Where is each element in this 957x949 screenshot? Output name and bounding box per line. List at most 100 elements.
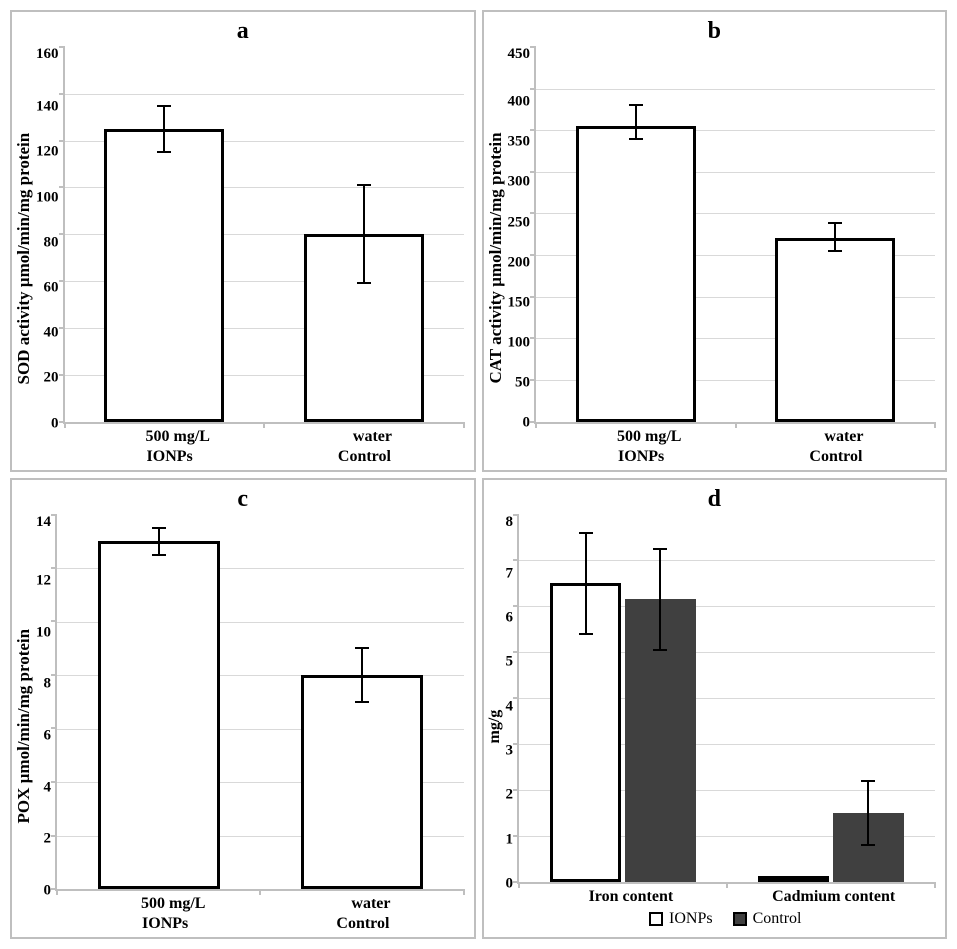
ytick-label: 150 xyxy=(508,295,531,310)
ytick-mark xyxy=(59,280,65,282)
panel-d: d mg/g 876543210 Iron content Cadmium co… xyxy=(482,478,948,940)
error-bar xyxy=(867,781,869,845)
error-cap xyxy=(653,649,667,651)
ytick-mark xyxy=(513,651,519,653)
error-cap xyxy=(157,105,171,107)
ytick-mark xyxy=(59,93,65,95)
error-cap xyxy=(629,104,643,106)
panel-b-cat1-bot: IONPs xyxy=(618,448,664,466)
error-cap xyxy=(152,554,166,556)
ytick-mark xyxy=(530,212,536,214)
panel-d-yticks: 876543210 xyxy=(506,515,518,885)
panel-a-chart: SOD activity µmol/min/mg protein 1601401… xyxy=(12,47,474,470)
xtick-mark xyxy=(56,889,58,895)
panel-c-xaxis: 500 mg/L water IONPs Control xyxy=(68,891,464,937)
ytick-mark xyxy=(513,514,519,516)
ytick-mark xyxy=(51,674,57,676)
ytick-label: 80 xyxy=(44,235,59,250)
ytick-mark xyxy=(530,379,536,381)
ytick-label: 8 xyxy=(506,515,514,530)
panel-c-title: c xyxy=(12,486,474,513)
legend-label-ionps: IONPs xyxy=(669,910,713,928)
panel-a-ylabel: SOD activity µmol/min/mg protein xyxy=(12,47,36,470)
panel-b-chart: CAT activity µmol/min/mg protein 4504003… xyxy=(484,47,946,470)
ytick-mark xyxy=(51,835,57,837)
error-cap xyxy=(157,151,171,153)
panel-c-cat1-top: 500 mg/L xyxy=(141,895,205,913)
error-cap xyxy=(355,701,369,703)
ytick-mark xyxy=(59,327,65,329)
ytick-mark xyxy=(513,835,519,837)
xtick-mark xyxy=(463,889,465,895)
ytick-mark xyxy=(513,605,519,607)
panel-d-legend: IONPs Control xyxy=(506,906,946,937)
ytick-label: 400 xyxy=(508,95,531,110)
error-cap xyxy=(357,184,371,186)
ytick-label: 450 xyxy=(508,47,531,62)
error-cap xyxy=(579,532,593,534)
panel-c-plotwrap: 14121086420 500 mg/L water IONPs Control xyxy=(36,515,474,938)
error-cap xyxy=(357,282,371,284)
ytick-mark xyxy=(51,727,57,729)
ytick-label: 40 xyxy=(44,326,59,341)
ytick-mark xyxy=(530,129,536,131)
panel-b-ylabel: CAT activity µmol/min/mg protein xyxy=(484,47,508,470)
panel-b-plotarea: 450400350300250200150100500 xyxy=(508,47,946,424)
bar xyxy=(98,541,220,889)
ytick-label: 60 xyxy=(44,280,59,295)
ytick-label: 5 xyxy=(506,655,514,670)
panel-d-ylabel: mg/g xyxy=(484,515,506,938)
ytick-label: 50 xyxy=(515,376,530,391)
ytick-label: 1 xyxy=(506,832,514,847)
panel-d-plot xyxy=(517,515,935,885)
legend-label-control: Control xyxy=(753,910,802,928)
xtick-mark xyxy=(463,422,465,428)
ytick-mark xyxy=(530,254,536,256)
panel-a-cat2-top: water xyxy=(353,428,392,446)
error-bar xyxy=(163,106,165,153)
bar xyxy=(758,876,829,882)
panel-b-yticks: 450400350300250200150100500 xyxy=(508,47,535,424)
xtick-mark xyxy=(934,422,936,428)
panel-b-cat2-top: water xyxy=(824,428,863,446)
panel-d-plotarea: 876543210 xyxy=(506,515,946,885)
ytick-mark xyxy=(51,620,57,622)
panel-b-xaxis: 500 mg/L water IONPs Control xyxy=(546,424,936,470)
panel-a-xaxis: 500 mg/L water IONPs Control xyxy=(74,424,464,470)
panel-a-plotwrap: 160140120100806040200 500 mg/L water ION… xyxy=(36,47,474,470)
panel-b: b CAT activity µmol/min/mg protein 45040… xyxy=(482,10,948,472)
panel-c-plotarea: 14121086420 xyxy=(36,515,474,892)
panel-c: c POX µmol/min/mg protein 14121086420 50… xyxy=(10,478,476,940)
error-bar xyxy=(158,528,160,555)
ytick-mark xyxy=(59,374,65,376)
gridline xyxy=(65,94,464,95)
ytick-label: 4 xyxy=(44,780,52,795)
ytick-mark xyxy=(530,46,536,48)
panel-d-xaxis: Iron content Cadmium content xyxy=(530,884,936,906)
panel-a-plotarea: 160140120100806040200 xyxy=(36,47,474,424)
panel-a-xline1: 500 mg/L water xyxy=(74,428,464,446)
ytick-label: 10 xyxy=(36,625,51,640)
error-bar xyxy=(659,549,661,650)
gridline xyxy=(536,89,935,90)
ytick-label: 0 xyxy=(506,877,514,892)
error-cap xyxy=(828,250,842,252)
panel-a-plot xyxy=(63,47,464,424)
ytick-label: 160 xyxy=(36,47,59,62)
error-cap xyxy=(861,780,875,782)
ytick-label: 2 xyxy=(506,788,514,803)
xtick-mark xyxy=(518,882,520,888)
ytick-label: 6 xyxy=(44,729,52,744)
panel-b-plotwrap: 450400350300250200150100500 500 mg/L wat… xyxy=(508,47,946,470)
panel-d-title: d xyxy=(484,486,946,513)
xtick-mark xyxy=(535,422,537,428)
panel-a-title: a xyxy=(12,18,474,45)
panel-c-cat2-top: water xyxy=(351,895,390,913)
panel-b-plot xyxy=(534,47,935,424)
panel-c-chart: POX µmol/min/mg protein 14121086420 500 … xyxy=(12,515,474,938)
ytick-mark xyxy=(530,296,536,298)
ytick-label: 8 xyxy=(44,677,52,692)
ytick-label: 12 xyxy=(36,574,51,589)
panel-d-chart: mg/g 876543210 Iron content Cadmium cont… xyxy=(484,515,946,938)
ytick-mark xyxy=(513,743,519,745)
